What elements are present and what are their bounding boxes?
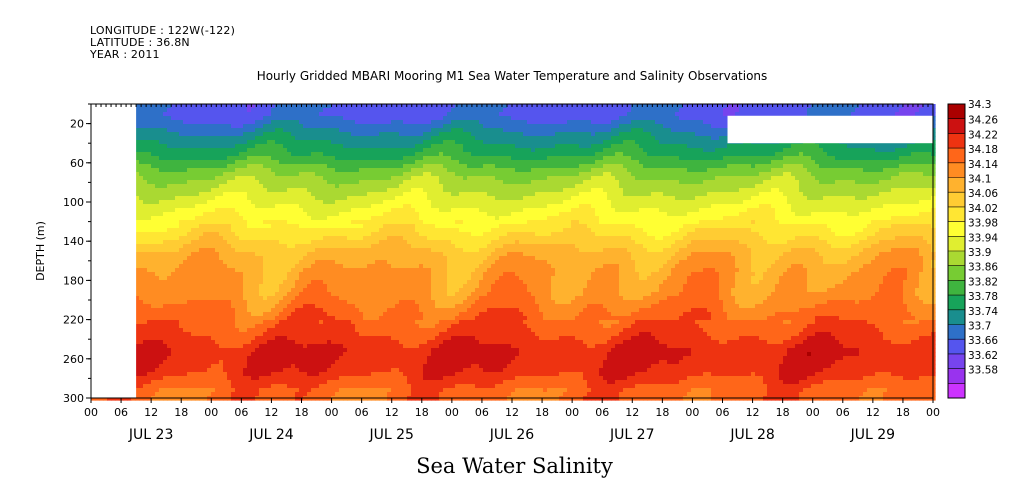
y-tick-label: 100	[63, 196, 84, 209]
colorbar-label: 33.7	[968, 321, 991, 333]
colorbar-swatch	[948, 118, 965, 134]
x-hour-label: 12	[625, 406, 639, 419]
x-hour-label: 00	[204, 406, 218, 419]
x-hour-label: 12	[264, 406, 278, 419]
colorbar-label: 34.06	[968, 188, 998, 200]
colorbar-swatch	[948, 280, 965, 296]
x-hour-label: 00	[325, 406, 339, 419]
heatmap-field	[91, 104, 936, 401]
colorbar-swatch	[948, 368, 965, 384]
x-hour-label: 06	[475, 406, 489, 419]
missing-data-region	[727, 115, 933, 144]
colorbar-label: 33.66	[968, 335, 998, 347]
x-hour-label: 18	[896, 406, 910, 419]
x-day-label: JUL 25	[368, 427, 413, 443]
colorbar-swatch	[948, 309, 965, 325]
colorbar-label: 33.98	[968, 218, 998, 230]
colorbar-label: 34.1	[968, 174, 991, 186]
y-tick-label: 260	[63, 353, 84, 366]
colorbar-swatch	[948, 162, 965, 178]
x-hour-label: 12	[385, 406, 399, 419]
missing-data-region	[91, 104, 137, 398]
x-hour-label: 00	[565, 406, 579, 419]
x-day-label: JUL 29	[850, 427, 895, 443]
x-hour-label: 06	[355, 406, 369, 419]
colorbar-label: 34.3	[968, 99, 991, 111]
colorbar-label: 33.82	[968, 276, 998, 288]
colorbar-label: 34.02	[968, 203, 998, 215]
colorbar-label: 34.22	[968, 129, 998, 141]
colorbar-swatch	[948, 251, 965, 266]
x-day-label: JUL 24	[248, 427, 294, 443]
x-hour-label: 06	[234, 406, 248, 419]
x-hour-label: 12	[866, 406, 880, 419]
x-hour-label: 00	[926, 406, 940, 419]
x-hour-label: 12	[746, 406, 760, 419]
year-label: YEAR : 2011	[90, 48, 160, 61]
colorbar-swatch	[948, 221, 965, 237]
colorbar-swatch	[948, 206, 965, 222]
y-tick-label: 140	[63, 235, 84, 248]
x-hour-label: 06	[836, 406, 850, 419]
x-day-label: JUL 27	[609, 427, 654, 443]
colorbar-swatch	[948, 192, 965, 208]
x-hour-label: 18	[295, 406, 309, 419]
colorbar-label: 33.62	[968, 350, 998, 362]
colorbar-swatch	[948, 324, 965, 340]
x-hour-label: 06	[114, 406, 128, 419]
x-hour-label: 06	[595, 406, 609, 419]
x-hour-label: 00	[806, 406, 820, 419]
y-tick-label: 60	[70, 157, 84, 170]
x-hour-label: 18	[535, 406, 549, 419]
y-tick-label: 300	[63, 392, 84, 405]
x-hour-label: 18	[776, 406, 790, 419]
colorbar-label: 33.74	[968, 306, 998, 318]
longitude-label: LONGITUDE : 122W(-122)	[90, 24, 236, 37]
colorbar-label: 33.78	[968, 291, 998, 303]
colorbar-label: 34.18	[968, 144, 998, 156]
colorbar-label: 34.26	[968, 115, 998, 127]
y-axis-label: DEPTH (m)	[34, 221, 47, 281]
colorbar-swatch	[948, 383, 965, 399]
colorbar-swatch	[948, 353, 965, 369]
x-day-label: JUL 26	[489, 427, 535, 443]
colorbar-swatch	[948, 148, 965, 164]
chart-subtitle: Sea Water Salinity	[416, 454, 613, 478]
x-hour-label: 18	[655, 406, 669, 419]
x-day-label: JUL 28	[729, 427, 774, 443]
x-hour-label: 00	[685, 406, 699, 419]
x-hour-label: 18	[415, 406, 429, 419]
x-hour-label: 12	[505, 406, 519, 419]
x-hour-label: 18	[174, 406, 188, 419]
x-hour-label: 06	[716, 406, 730, 419]
y-tick-label: 220	[63, 314, 84, 327]
x-hour-label: 00	[84, 406, 98, 419]
colorbar-label: 33.9	[968, 247, 991, 259]
latitude-label: LATITUDE : 36.8N	[90, 36, 190, 49]
colorbar-label: 34.14	[968, 159, 998, 171]
chart-title: Hourly Gridded MBARI Mooring M1 Sea Wate…	[256, 69, 768, 83]
colorbar-swatch	[948, 339, 965, 355]
colorbar-label: 33.94	[968, 232, 998, 244]
colorbar-swatch	[948, 236, 965, 252]
colorbar-swatch	[948, 133, 965, 149]
x-hour-label: 12	[144, 406, 158, 419]
colorbar-swatch	[948, 295, 965, 311]
x-hour-label: 00	[445, 406, 459, 419]
colorbar-swatch	[948, 265, 965, 281]
y-tick-label: 20	[70, 118, 84, 131]
colorbar-swatch	[948, 104, 965, 119]
colorbar-label: 33.58	[968, 365, 998, 377]
colorbar-label: 33.86	[968, 262, 998, 274]
colorbar-swatch	[948, 177, 965, 193]
x-day-label: JUL 23	[128, 427, 173, 443]
y-tick-label: 180	[63, 274, 84, 287]
